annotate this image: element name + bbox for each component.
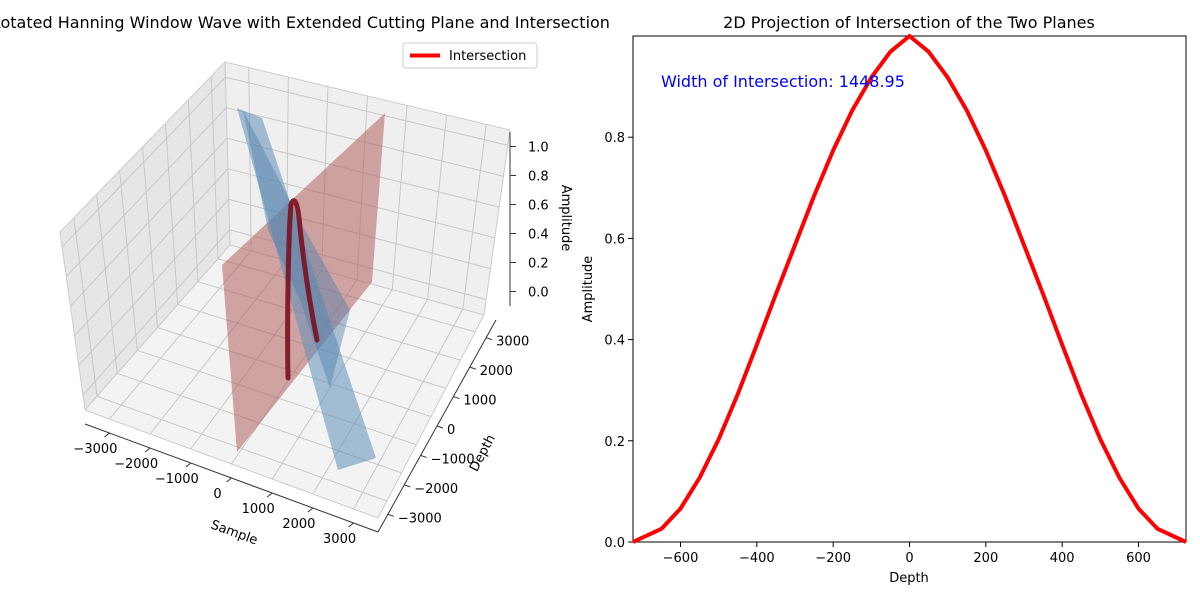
plot3d-xtick-label: −3000 (73, 442, 117, 457)
plot3d-ticks: −3000−2000−10000100020003000−3000−2000−1… (73, 141, 548, 548)
plot3d-gridline (74, 168, 229, 337)
plot2d-ylabel: Amplitude (581, 256, 596, 323)
intersection-curve-3d (285, 198, 320, 381)
plot2d-ytick-label: 0.8 (604, 131, 625, 146)
plot3d-xtick (226, 477, 232, 483)
plot3d-xlabel: Sample (209, 518, 260, 549)
plot3d-gridline (82, 229, 230, 396)
plot2d-ytick-label: 0.4 (604, 334, 625, 349)
plot2d-ytick-label: 0.6 (604, 232, 625, 247)
plot3d-gridline (96, 395, 388, 502)
plot3d-ytick-label: −3000 (398, 511, 442, 526)
plot3d-title: Rotated Hanning Window Wave with Extende… (0, 13, 610, 32)
plot3d-ytick (387, 513, 394, 517)
plot3d-xtick-label: −1000 (155, 472, 199, 487)
plot2d-xtick-label: −600 (663, 551, 699, 566)
plot3d-xtick (307, 507, 314, 513)
plot2d-annotation: Width of Intersection: 1448.95 (661, 72, 905, 91)
plot3d-ytick-label: 0 (447, 423, 455, 438)
plot3d-xtick (185, 462, 192, 468)
plot3d-gridline (73, 217, 98, 397)
plot3d-xtick-label: 1000 (242, 502, 275, 517)
plot3d-gridline (164, 123, 179, 305)
plot2d-title: 2D Projection of Intersection of the Two… (723, 13, 1095, 32)
plot3d-gridline (61, 76, 226, 248)
plot2d-ticks: −600 −400 −200 0 200 400 600 0.0 0.2 0.4 0.6 0.8 (604, 131, 1151, 566)
plot2d-xtick-label: 200 (973, 551, 998, 566)
plot3d-ztick-label: 0.0 (528, 286, 549, 301)
plot3d-xtick (266, 492, 273, 498)
plot3d-gridline (462, 124, 487, 310)
plot3d-xtick-label: 3000 (323, 532, 356, 547)
plot3d-gridline (391, 105, 408, 290)
plot3d-xtick-label: 2000 (282, 517, 315, 532)
plot3d-gridline (96, 194, 118, 374)
plot3d-ytick (420, 454, 427, 458)
plot3d-gridline (427, 114, 448, 300)
plot2d-ytick-label: 0.0 (604, 536, 625, 551)
plot3d-ytick (404, 484, 411, 488)
plot3d-ztick-label: 0.8 (528, 170, 549, 185)
plot2d-xtick-label: 400 (1050, 551, 1075, 566)
plot3d-xtick (104, 432, 110, 438)
plot2d-xtick-label: −400 (739, 551, 775, 566)
plot3d-gridline (187, 99, 199, 282)
plot2d-xlabel: Depth (889, 571, 929, 586)
plot3d-ztick-label: 0.2 (528, 257, 549, 272)
plot3d-xtick (144, 447, 151, 453)
legend-frame (402, 42, 538, 69)
plot3d-gridline (119, 170, 138, 351)
plot3d-ytick-label: 3000 (496, 335, 529, 350)
plot2d-frame (632, 35, 1187, 543)
plot2d: 2D Projection of Intersection of the Two… (581, 13, 1187, 586)
plot3d-ztick-label: 1.0 (528, 141, 549, 156)
plot3d-ytick-label: −2000 (414, 482, 458, 497)
plot3d-ytick (436, 425, 444, 429)
wave-surface-ridge (243, 110, 350, 388)
plot3d-gridline (78, 198, 230, 366)
plot2d-xtick-label: 600 (1126, 551, 1151, 566)
plot2d-xtick-label: 0 (905, 551, 913, 566)
plot3d-gridline (248, 67, 252, 251)
plot3d-ytick (453, 396, 460, 400)
plot3d: Rotated Hanning Window Wave with Extende… (0, 13, 610, 548)
plot3d-ytick-label: 1000 (463, 394, 496, 409)
plot2d-ytick-label: 0.2 (604, 435, 625, 450)
plot3d-ytick-label: −1000 (431, 452, 475, 467)
plot3d-xtick-label: −2000 (114, 457, 158, 472)
plot3d-ztick-label: 0.6 (528, 199, 549, 214)
plot3d-ztick-label: 0.4 (528, 228, 549, 243)
legend-label: Intersection (449, 49, 526, 64)
plot3d-ytick-label: 2000 (480, 364, 513, 379)
plot3d-ytick (486, 337, 493, 341)
plot3d-xtick (348, 522, 354, 528)
plot2d-xtick-label: −200 (815, 551, 851, 566)
plot3d-ytick (469, 366, 476, 370)
plot3d-legend: Intersection (402, 42, 538, 69)
plot3d-zlabel: Amplitude (558, 185, 573, 252)
plot3d-gridline (65, 107, 227, 277)
plot3d-gridline (210, 76, 219, 259)
plot3d-gridline (225, 76, 508, 146)
plot3d-gridline (70, 137, 228, 307)
plot3d-xtick-label: 0 (213, 487, 221, 502)
intersection-curve-2d (632, 34, 1187, 544)
plot3d-gridline (142, 146, 158, 328)
